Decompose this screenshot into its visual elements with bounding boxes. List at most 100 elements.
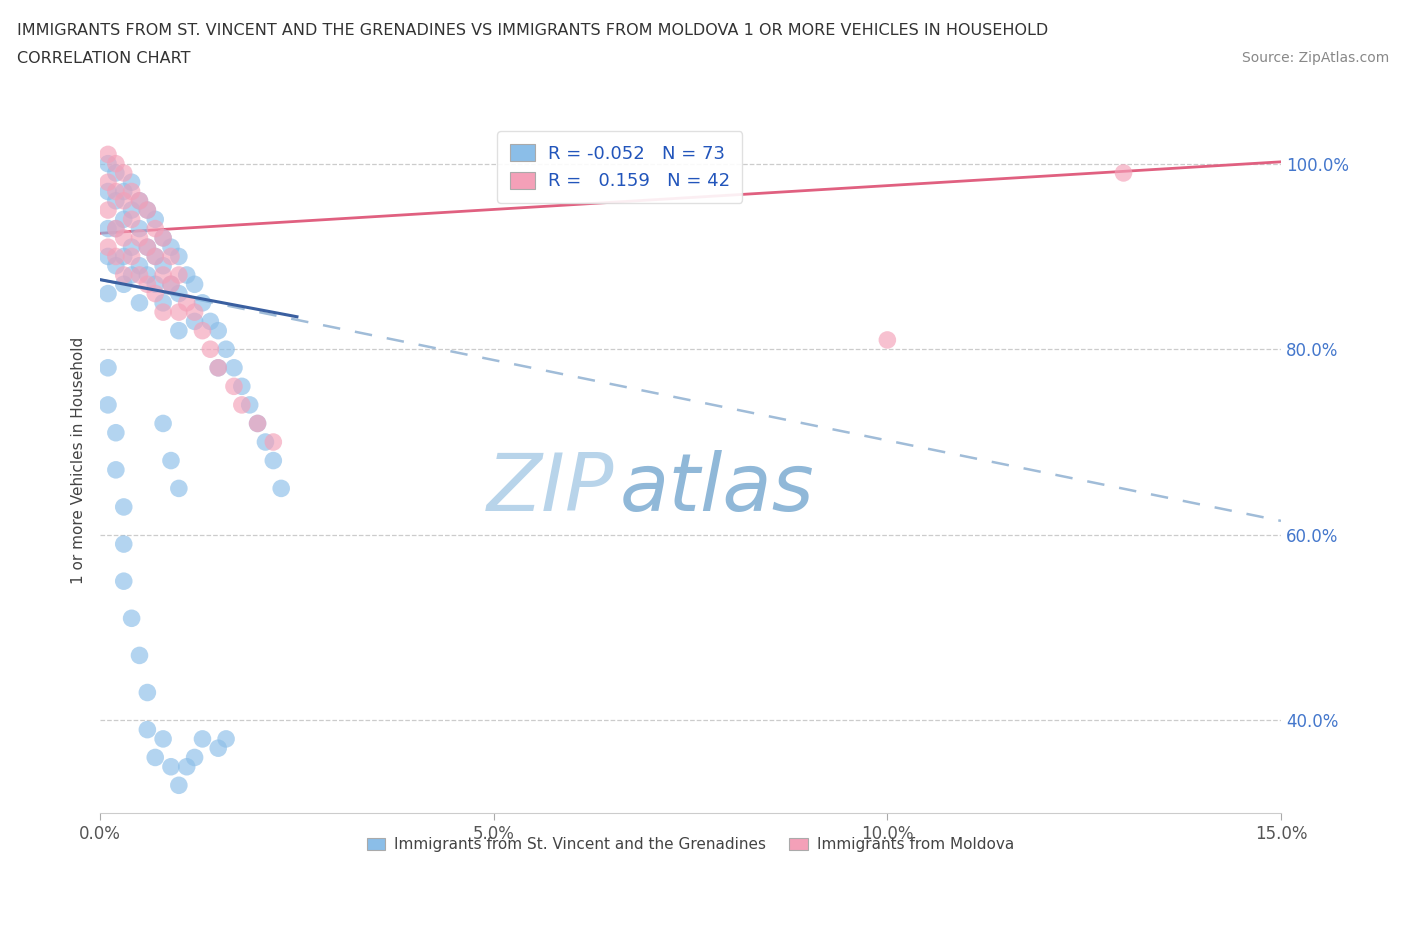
- Point: [191, 732, 214, 747]
- Point: [160, 277, 183, 292]
- Point: [136, 268, 159, 283]
- Point: [104, 462, 127, 477]
- Point: [152, 268, 174, 283]
- Point: [207, 360, 229, 375]
- Point: [112, 277, 135, 292]
- Point: [231, 397, 253, 412]
- Point: [152, 305, 174, 320]
- Point: [246, 416, 269, 431]
- Point: [136, 203, 159, 218]
- Point: [128, 193, 150, 208]
- Point: [136, 685, 159, 700]
- Point: [143, 286, 166, 301]
- Point: [112, 249, 135, 264]
- Point: [121, 268, 143, 283]
- Point: [112, 537, 135, 551]
- Point: [104, 249, 127, 264]
- Point: [97, 286, 120, 301]
- Point: [160, 249, 183, 264]
- Point: [112, 268, 135, 283]
- Point: [262, 453, 284, 468]
- Point: [152, 732, 174, 747]
- Point: [160, 240, 183, 255]
- Point: [207, 360, 229, 375]
- Point: [121, 611, 143, 626]
- Point: [1112, 166, 1135, 180]
- Point: [112, 574, 135, 589]
- Point: [222, 379, 245, 393]
- Point: [160, 759, 183, 774]
- Point: [207, 324, 229, 339]
- Point: [262, 434, 284, 449]
- Point: [167, 324, 190, 339]
- Point: [112, 212, 135, 227]
- Point: [143, 249, 166, 264]
- Point: [876, 333, 898, 348]
- Point: [97, 249, 120, 264]
- Point: [121, 184, 143, 199]
- Point: [97, 147, 120, 162]
- Point: [121, 175, 143, 190]
- Point: [152, 296, 174, 311]
- Point: [97, 156, 120, 171]
- Point: [128, 296, 150, 311]
- Point: [183, 305, 205, 320]
- Point: [128, 259, 150, 273]
- Point: [112, 166, 135, 180]
- Point: [167, 268, 190, 283]
- Point: [152, 416, 174, 431]
- Point: [104, 221, 127, 236]
- Point: [143, 277, 166, 292]
- Point: [136, 240, 159, 255]
- Point: [128, 268, 150, 283]
- Point: [97, 397, 120, 412]
- Point: [167, 777, 190, 792]
- Y-axis label: 1 or more Vehicles in Household: 1 or more Vehicles in Household: [72, 337, 86, 584]
- Point: [128, 648, 150, 663]
- Point: [136, 723, 159, 737]
- Point: [167, 305, 190, 320]
- Point: [222, 360, 245, 375]
- Point: [97, 184, 120, 199]
- Point: [112, 499, 135, 514]
- Point: [97, 221, 120, 236]
- Point: [112, 193, 135, 208]
- Point: [104, 193, 127, 208]
- Point: [200, 342, 222, 357]
- Text: atlas: atlas: [620, 450, 814, 527]
- Point: [136, 277, 159, 292]
- Point: [160, 453, 183, 468]
- Point: [104, 184, 127, 199]
- Point: [191, 296, 214, 311]
- Point: [167, 249, 190, 264]
- Point: [121, 203, 143, 218]
- Point: [191, 324, 214, 339]
- Point: [143, 249, 166, 264]
- Point: [112, 231, 135, 246]
- Point: [183, 277, 205, 292]
- Point: [152, 231, 174, 246]
- Point: [215, 342, 238, 357]
- Point: [270, 481, 292, 496]
- Point: [97, 240, 120, 255]
- Point: [128, 193, 150, 208]
- Point: [176, 268, 198, 283]
- Legend: Immigrants from St. Vincent and the Grenadines, Immigrants from Moldova: Immigrants from St. Vincent and the Gren…: [361, 831, 1021, 858]
- Point: [128, 231, 150, 246]
- Point: [176, 759, 198, 774]
- Point: [183, 314, 205, 329]
- Text: Source: ZipAtlas.com: Source: ZipAtlas.com: [1241, 51, 1389, 65]
- Point: [121, 240, 143, 255]
- Point: [143, 212, 166, 227]
- Point: [176, 296, 198, 311]
- Point: [207, 741, 229, 756]
- Point: [121, 212, 143, 227]
- Point: [112, 184, 135, 199]
- Point: [121, 249, 143, 264]
- Point: [97, 175, 120, 190]
- Point: [152, 259, 174, 273]
- Point: [104, 156, 127, 171]
- Text: CORRELATION CHART: CORRELATION CHART: [17, 51, 190, 66]
- Point: [104, 425, 127, 440]
- Point: [215, 732, 238, 747]
